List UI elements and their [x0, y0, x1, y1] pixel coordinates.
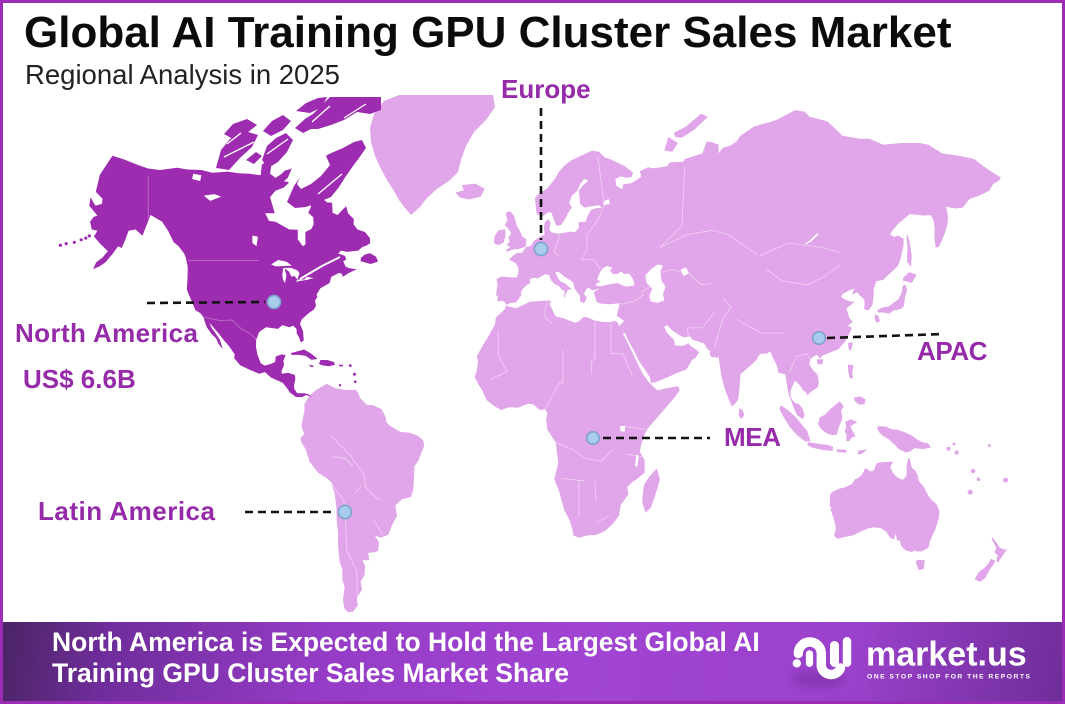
- svg-text:ONE STOP SHOP FOR THE REPORTS: ONE STOP SHOP FOR THE REPORTS: [867, 674, 1031, 681]
- svg-text:market.us: market.us: [866, 636, 1027, 674]
